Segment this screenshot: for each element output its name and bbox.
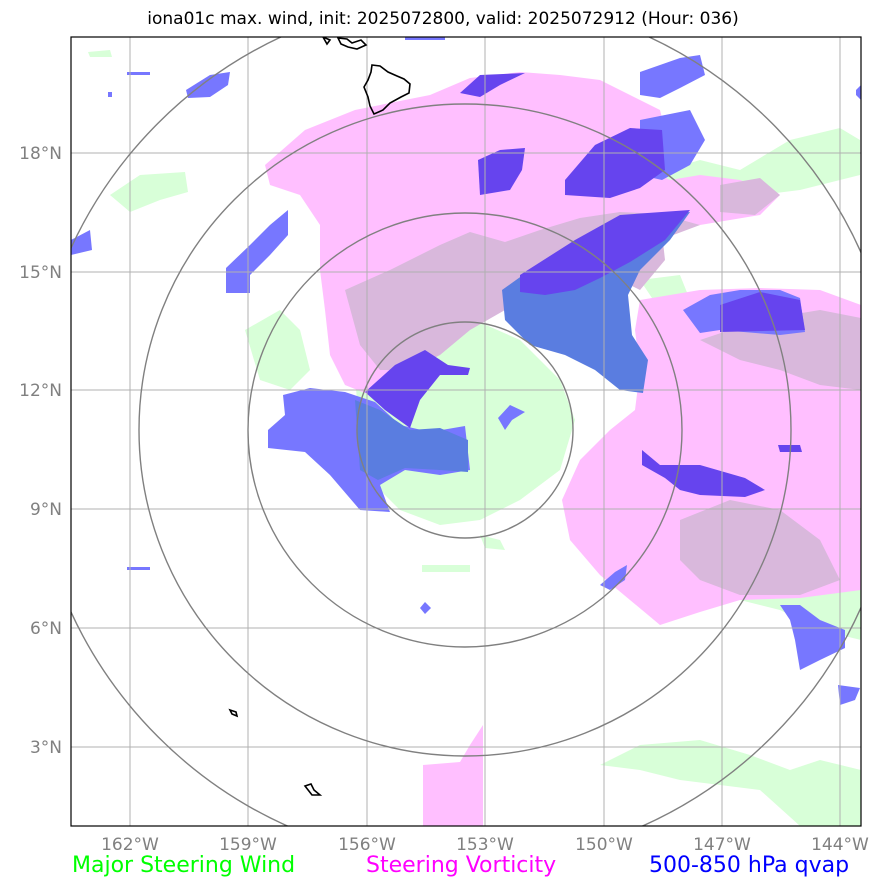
lon-tick-162w: 162°W [101,835,159,855]
coast-molokai [322,37,332,46]
range-ring-2 [247,212,683,648]
coast-islet-b [303,783,323,796]
lon-tick-labels: 162°W 159°W 156°W 153°W 150°W 147°W 144°… [101,835,869,855]
lat-tick-6n: 6°N [30,619,62,639]
coast-maui [336,37,368,50]
grid-lines [71,37,861,826]
lon-tick-159w: 159°W [219,835,277,855]
lat-tick-labels: 18°N 15°N 12°N 9°N 6°N 3°N [19,144,62,758]
lon-tick-144w: 144°W [811,835,869,855]
map-title: iona01c max. wind, init: 2025072800, val… [147,9,739,29]
legend-wind: Major Steering Wind [72,853,296,878]
lat-tick-9n: 9°N [30,500,62,520]
lon-tick-150w: 150°W [575,835,633,855]
plot-frame [70,36,862,827]
coast-islet-a [228,708,239,718]
qvap-field [71,37,861,705]
range-ring-1 [356,321,574,539]
lon-tick-153w: 153°W [456,835,514,855]
range-rings [71,37,861,826]
lat-tick-15n: 15°N [19,263,62,283]
coastlines [228,37,411,796]
legend-qvap: 500-850 hPa qvap [649,853,850,878]
coast-hawaii [363,64,411,116]
legend-vorticity: Steering Vorticity [366,853,557,878]
lat-tick-18n: 18°N [19,144,62,164]
lat-tick-3n: 3°N [30,738,62,758]
lat-tick-12n: 12°N [19,381,62,401]
lon-tick-156w: 156°W [338,835,396,855]
range-ring-3 [138,103,792,757]
lon-tick-147w: 147°W [693,835,751,855]
